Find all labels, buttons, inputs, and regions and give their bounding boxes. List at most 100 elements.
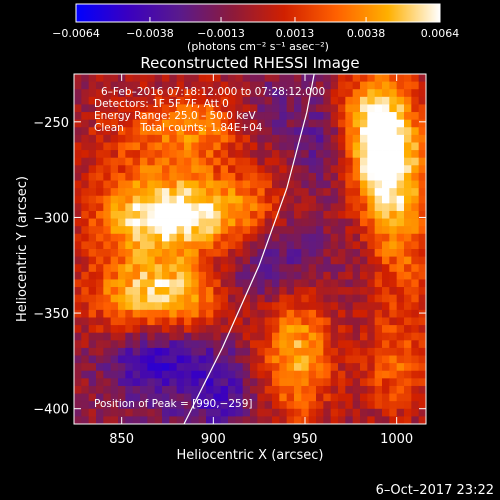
heatmap-cell bbox=[118, 210, 126, 219]
heatmap-cell bbox=[250, 309, 258, 318]
heatmap-cell bbox=[418, 271, 426, 280]
heatmap-cell bbox=[396, 188, 405, 197]
heatmap-cell bbox=[118, 302, 126, 311]
heatmap-cell bbox=[118, 127, 126, 136]
heatmap-cell bbox=[154, 188, 163, 197]
heatmap-cell bbox=[367, 150, 376, 159]
heatmap-cell bbox=[264, 150, 273, 159]
heatmap-cell bbox=[257, 347, 266, 356]
heatmap-cell bbox=[404, 302, 412, 311]
heatmap-cell bbox=[286, 370, 295, 379]
heatmap-cell bbox=[162, 188, 170, 197]
heatmap-cell bbox=[213, 218, 222, 227]
heatmap-cell bbox=[272, 302, 280, 311]
heatmap-cell bbox=[367, 96, 376, 105]
heatmap-cell bbox=[169, 218, 178, 227]
heatmap-cell bbox=[118, 134, 126, 143]
heatmap-cell bbox=[418, 317, 426, 326]
heatmap-cell bbox=[118, 81, 126, 90]
heatmap-cell bbox=[345, 416, 354, 424]
annotation-peak: Position of Peak = [990,−259] bbox=[94, 398, 253, 410]
heatmap-cell bbox=[411, 416, 420, 424]
heatmap-cell bbox=[110, 256, 119, 265]
heatmap-cell bbox=[360, 408, 368, 417]
heatmap-cell bbox=[169, 363, 178, 372]
heatmap-cell bbox=[316, 226, 324, 235]
heatmap-cell bbox=[140, 309, 148, 318]
heatmap-cell bbox=[118, 332, 126, 341]
heatmap-cell bbox=[250, 157, 258, 166]
heatmap-cell bbox=[338, 241, 346, 250]
heatmap-cell bbox=[132, 279, 141, 288]
heatmap-cell bbox=[103, 287, 112, 296]
heatmap-cell bbox=[132, 89, 141, 98]
heatmap-cell bbox=[242, 74, 251, 83]
heatmap-cell bbox=[176, 408, 185, 417]
heatmap-cell bbox=[125, 271, 134, 280]
heatmap-cell bbox=[382, 233, 390, 242]
heatmap-cell bbox=[367, 416, 376, 424]
heatmap-cell bbox=[374, 279, 383, 288]
heatmap-cell bbox=[418, 157, 426, 166]
heatmap-cell bbox=[272, 249, 280, 258]
heatmap-cell bbox=[323, 340, 332, 349]
heatmap-cell bbox=[338, 256, 346, 265]
heatmap-cell bbox=[352, 393, 361, 402]
heatmap-cell bbox=[118, 203, 126, 212]
heatmap-cell bbox=[411, 401, 420, 410]
heatmap-cell bbox=[360, 104, 368, 113]
heatmap-cell bbox=[140, 119, 148, 128]
heatmap-cell bbox=[191, 355, 200, 364]
heatmap-cell bbox=[242, 325, 251, 334]
heatmap-cell bbox=[228, 264, 236, 273]
heatmap-cell bbox=[382, 378, 390, 387]
heatmap-cell bbox=[272, 203, 280, 212]
heatmap-cell bbox=[147, 241, 156, 250]
heatmap-cell bbox=[154, 325, 163, 334]
heatmap-cell bbox=[110, 363, 119, 372]
heatmap-cell bbox=[147, 119, 156, 128]
heatmap-cell bbox=[81, 385, 90, 394]
heatmap-cell bbox=[374, 325, 383, 334]
heatmap-cell bbox=[330, 355, 339, 364]
heatmap-cell bbox=[242, 218, 251, 227]
heatmap-cell bbox=[235, 302, 244, 311]
heatmap-cell bbox=[286, 157, 295, 166]
heatmap-cell bbox=[235, 81, 244, 90]
heatmap-cell bbox=[88, 325, 97, 334]
heatmap-cell bbox=[118, 325, 126, 334]
heatmap-cell bbox=[286, 210, 295, 219]
heatmap-cell bbox=[147, 203, 156, 212]
heatmap-cell bbox=[257, 416, 266, 424]
heatmap-cell bbox=[176, 210, 185, 219]
heatmap-cell bbox=[191, 172, 200, 181]
heatmap-cell bbox=[286, 340, 295, 349]
heatmap-cell bbox=[345, 96, 354, 105]
heatmap-cell bbox=[396, 203, 405, 212]
heatmap-cell bbox=[235, 317, 244, 326]
heatmap-cell bbox=[74, 81, 82, 90]
heatmap-cell bbox=[140, 279, 148, 288]
heatmap-cell bbox=[360, 218, 368, 227]
heatmap-cell bbox=[242, 340, 251, 349]
heatmap-cell bbox=[323, 302, 332, 311]
heatmap-cell bbox=[235, 363, 244, 372]
heatmap-cell bbox=[352, 408, 361, 417]
heatmap-cell bbox=[125, 74, 134, 83]
heatmap-cell bbox=[140, 294, 148, 303]
heatmap-cell bbox=[404, 172, 412, 181]
heatmap-cell bbox=[264, 340, 273, 349]
heatmap-cell bbox=[418, 89, 426, 98]
heatmap-cell bbox=[176, 203, 185, 212]
heatmap-cell bbox=[374, 363, 383, 372]
heatmap-cell bbox=[198, 195, 207, 204]
heatmap-cell bbox=[235, 256, 244, 265]
heatmap-cell bbox=[235, 370, 244, 379]
heatmap-cell bbox=[279, 180, 288, 189]
heatmap-cell bbox=[411, 104, 420, 113]
heatmap-cell bbox=[228, 370, 236, 379]
heatmap-cell bbox=[220, 332, 229, 341]
heatmap-cell bbox=[228, 127, 236, 136]
heatmap-cell bbox=[330, 385, 339, 394]
heatmap-cell bbox=[418, 279, 426, 288]
